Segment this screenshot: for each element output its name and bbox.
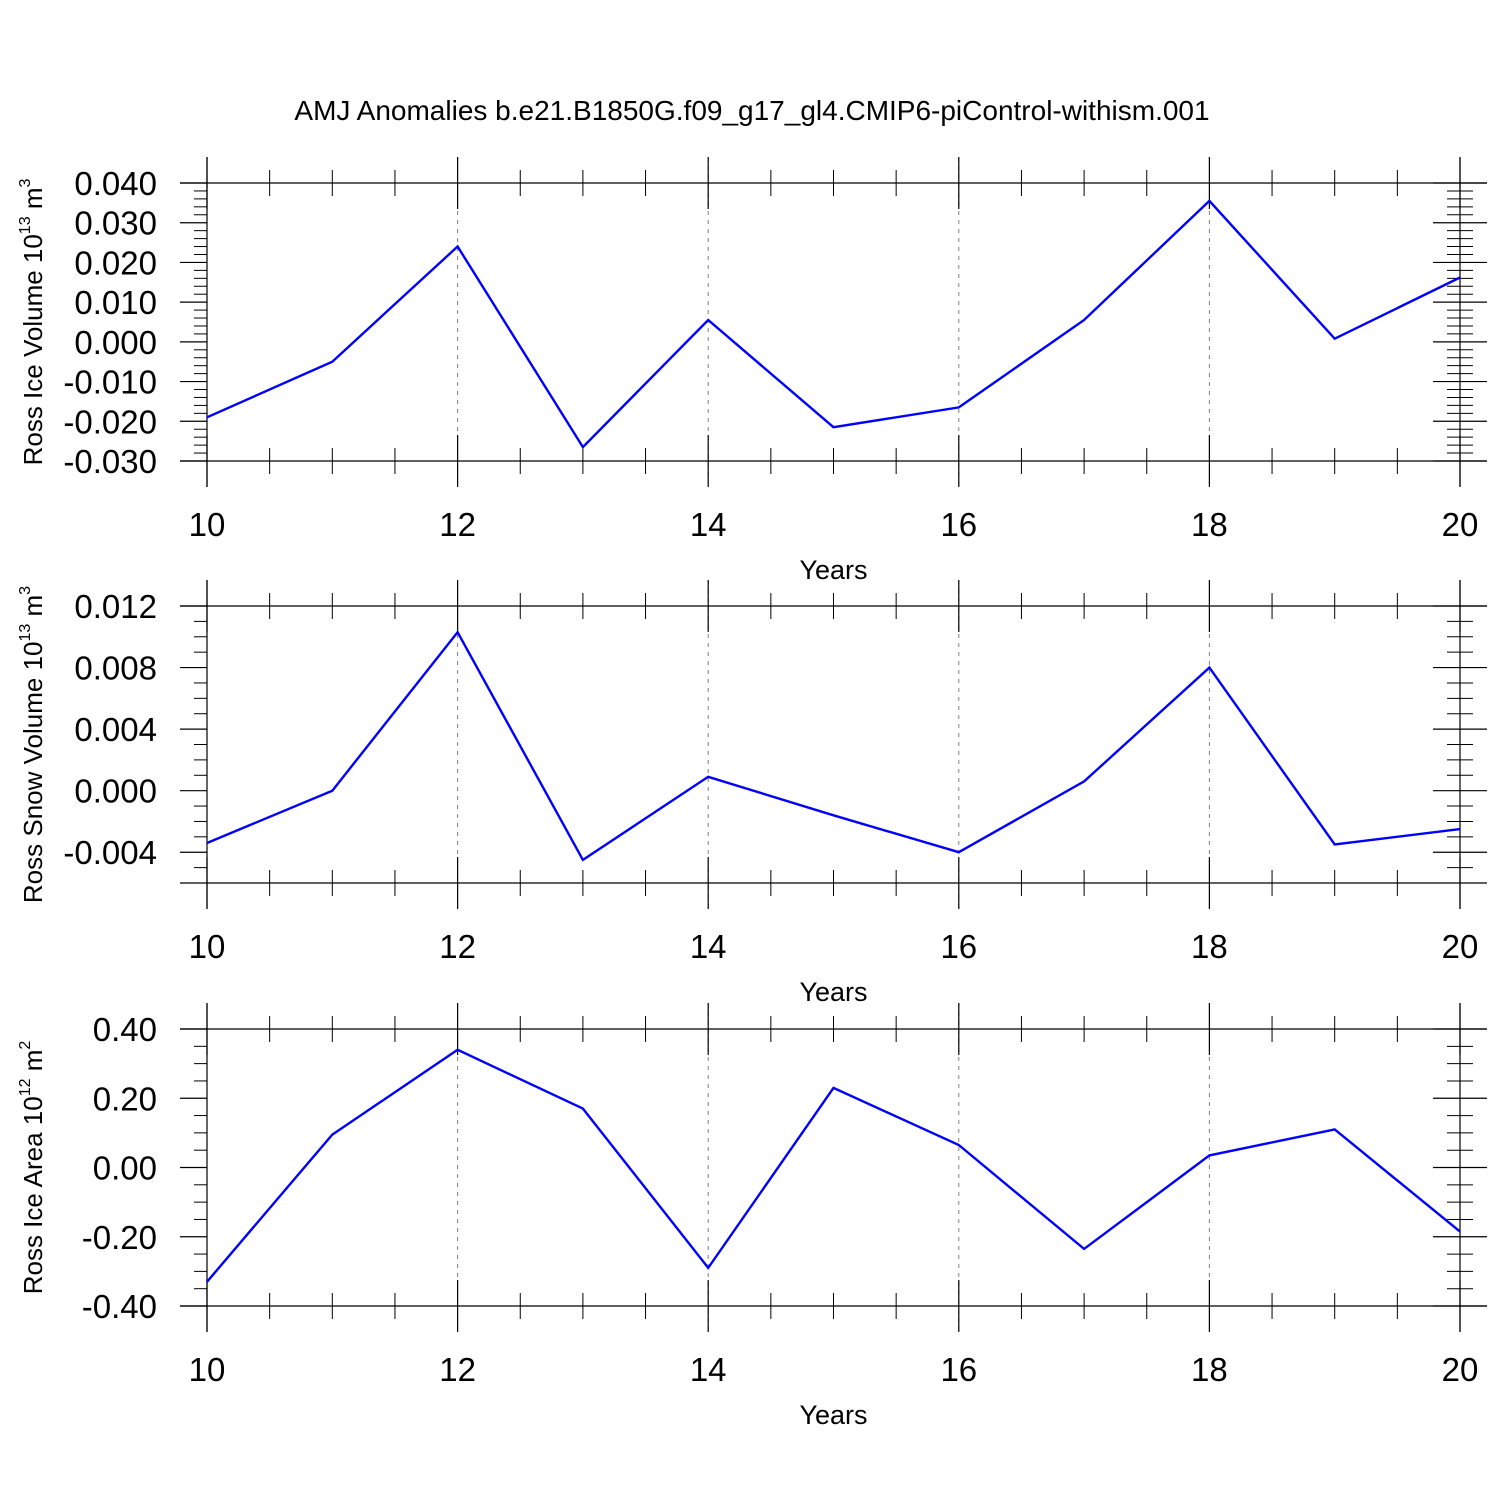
series-line-1: [206, 199, 1461, 450]
x-tick-label: 10: [189, 506, 226, 543]
y-axis-label-exp: 13: [17, 624, 34, 642]
y-axis-label-main: Ross Ice Volume 10: [18, 234, 48, 465]
chart-title: AMJ Anomalies b.e21.B1850G.f09_g17_gl4.C…: [294, 95, 1209, 126]
x-tick-label: 16: [940, 928, 977, 965]
y-tick-label: -0.030: [63, 443, 157, 480]
x-tick-label: 10: [189, 928, 226, 965]
y-tick-label: 0.040: [74, 165, 157, 202]
panels: -0.030-0.020-0.0100.0000.0100.0200.0300.…: [17, 157, 1487, 1430]
x-tick-label: 20: [1442, 506, 1479, 543]
x-tick-label: 18: [1191, 1351, 1228, 1388]
y-axis-label-unit: m: [18, 187, 48, 216]
y-tick-label: 0.030: [74, 205, 157, 242]
x-axis-label: Years: [799, 555, 867, 585]
y-axis-label-main: Ross Ice Area 10: [18, 1096, 48, 1294]
y-tick-label: 0.00: [93, 1150, 157, 1187]
y-tick-label: 0.004: [74, 711, 157, 748]
y-axis-label-unit-exp: 3: [17, 586, 34, 595]
y-tick-label: -0.40: [82, 1288, 157, 1325]
x-tick-label: 18: [1191, 928, 1228, 965]
y-tick-label: 0.000: [74, 324, 157, 361]
y-tick-label: 0.012: [74, 588, 157, 625]
y-tick-label: 0.40: [93, 1011, 157, 1048]
y-axis-label: Ross Snow Volume 1013 m3: [17, 586, 48, 903]
x-tick-label: 20: [1442, 928, 1479, 965]
x-tick-label: 12: [439, 928, 476, 965]
x-tick-label: 12: [439, 506, 476, 543]
x-tick-label: 12: [439, 1351, 476, 1388]
x-axis-label: Years: [799, 977, 867, 1007]
y-tick-label: -0.20: [82, 1219, 157, 1256]
y-axis-label-exp: 13: [17, 216, 34, 234]
x-tick-label: 10: [189, 1351, 226, 1388]
y-axis-label: Ross Ice Area 1012 m2: [17, 1041, 48, 1295]
y-tick-label: -0.004: [63, 834, 157, 871]
y-tick-label: -0.020: [63, 403, 157, 440]
y-tick-label: 0.010: [74, 284, 157, 321]
y-tick-label: 0.20: [93, 1080, 157, 1117]
x-tick-label: 18: [1191, 506, 1228, 543]
y-axis-label-main: Ross Snow Volume 10: [18, 642, 48, 904]
panel-2: -0.004 0.000 0.004 0.008 0.012 10 12 14 16 18 20 Ye…: [17, 580, 1487, 1007]
y-axis-label-unit-exp: 3: [17, 178, 34, 187]
y-axis-label-unit: m: [18, 595, 48, 624]
y-tick-label: 0.008: [74, 650, 157, 687]
panel-3: -0.40 -0.20 0.00 0.20 0.40 10 12 14 16 18 20 Years R…: [17, 1003, 1487, 1430]
y-tick-label: 0.020: [74, 244, 157, 281]
x-tick-label: 14: [690, 1351, 727, 1388]
series-line-1: [206, 630, 1461, 862]
y-tick-label: -0.010: [63, 364, 157, 401]
x-tick-label: 14: [690, 506, 727, 543]
y-axis-label: Ross Ice Volume 1013 m3: [17, 178, 48, 465]
panel-1: -0.030-0.020-0.0100.0000.0100.0200.0300.…: [17, 157, 1487, 585]
series-line-1: [206, 1048, 1461, 1283]
x-axis-label: Years: [799, 1400, 867, 1430]
x-tick-label: 20: [1442, 1351, 1479, 1388]
y-axis-label-unit-exp: 2: [17, 1041, 34, 1050]
x-tick-label: 16: [940, 506, 977, 543]
x-tick-label: 16: [940, 1351, 977, 1388]
y-axis-label-exp: 12: [17, 1078, 34, 1096]
y-tick-label: 0.000: [74, 773, 157, 810]
x-tick-label: 14: [690, 928, 727, 965]
y-axis-label-unit: m: [18, 1050, 48, 1079]
